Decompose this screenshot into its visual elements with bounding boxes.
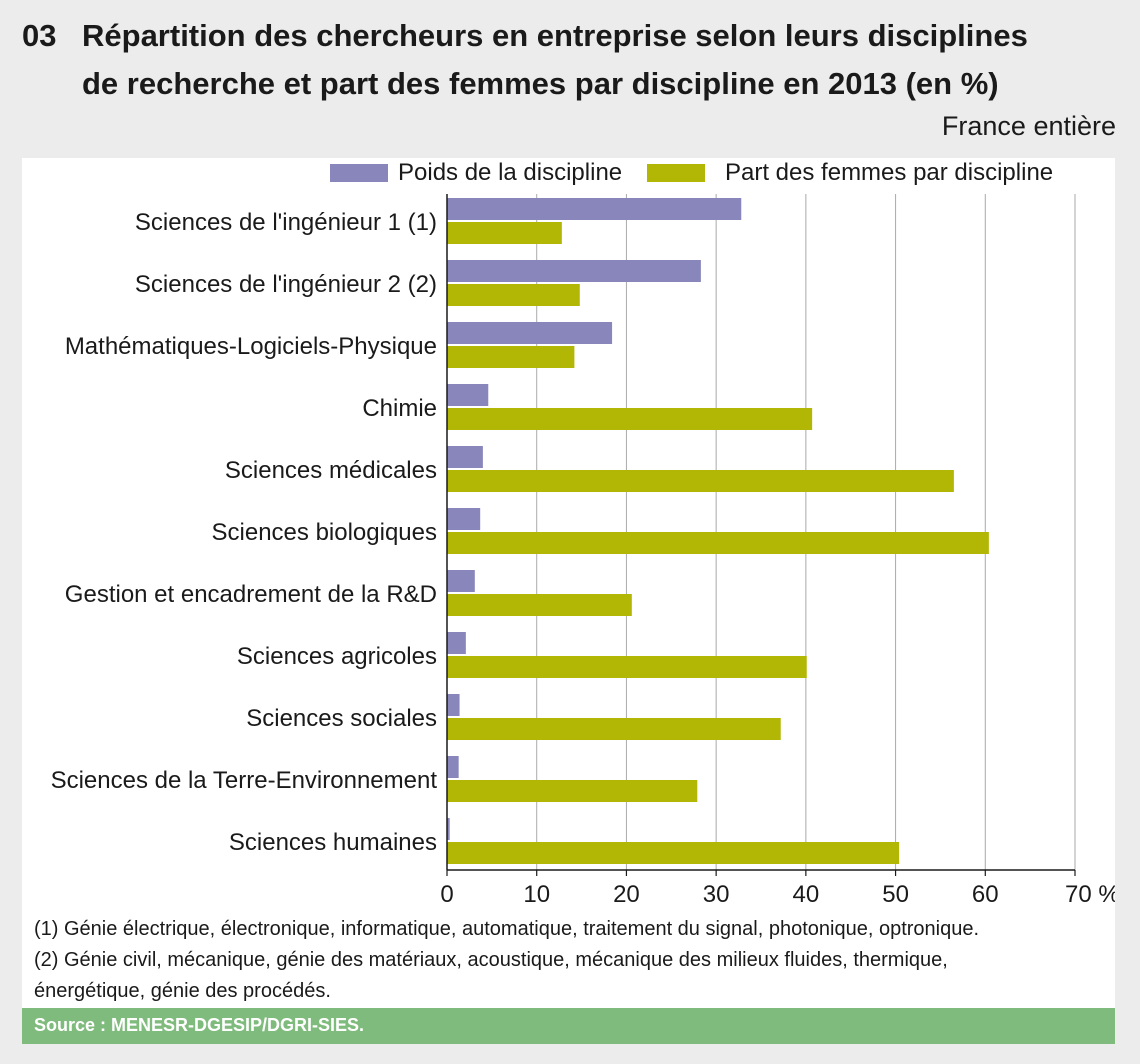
- source-bar: Source : MENESR-DGESIP/DGRI-SIES.: [22, 1008, 1115, 1044]
- footnote-2-line-2: énergétique, génie des procédés.: [34, 980, 331, 1002]
- bar-chart: Sciences de l'ingénieur 1 (1) Sciences de…: [51, 159, 1115, 908]
- bar-poids: [447, 384, 489, 406]
- bar-poids: [447, 508, 481, 530]
- bar-poids: [447, 322, 613, 344]
- bar-part-femmes: [447, 408, 813, 430]
- bar-part-femmes: [447, 532, 989, 554]
- bar-poids: [447, 694, 460, 716]
- x-tick-label: 60: [972, 881, 999, 908]
- bar-poids: [447, 570, 475, 592]
- legend-label: Part des femmes par discipline: [725, 159, 1053, 186]
- bar-part-femmes: [447, 842, 900, 864]
- footnote-2-line-1: (2) Génie civil, mécanique, génie des ma…: [34, 949, 948, 971]
- category-label: Mathématiques-Logiciels-Physique: [65, 333, 437, 360]
- bar-poids: [447, 632, 466, 654]
- chart-panel: Sciences de l'ingénieur 1 (1) Sciences de…: [22, 158, 1115, 1008]
- x-tick-label: 40: [793, 881, 820, 908]
- bar-poids: [447, 198, 742, 220]
- category-label: Sciences humaines: [229, 829, 437, 856]
- category-label: Sciences de l'ingénieur 1 (1): [135, 209, 437, 236]
- x-tick-label: 70 %: [1065, 881, 1115, 908]
- source-text: Source : MENESR-DGESIP/DGRI-SIES.: [34, 1015, 365, 1035]
- bar-part-femmes: [447, 222, 562, 244]
- bar-part-femmes: [447, 470, 954, 492]
- category-label: Sciences sociales: [246, 705, 437, 732]
- x-tick-label: 20: [613, 881, 640, 908]
- bar-poids: [447, 260, 701, 282]
- bar-part-femmes: [447, 718, 781, 740]
- bar-poids: [447, 818, 450, 840]
- legend-label: Poids de la discipline: [398, 159, 622, 186]
- bar-part-femmes: [447, 594, 632, 616]
- figure-number: 03: [22, 18, 57, 53]
- bar-part-femmes: [447, 780, 698, 802]
- category-label: Chimie: [362, 395, 437, 422]
- category-label: Gestion et encadrement de la R&D: [65, 581, 437, 608]
- chart-subtitle: France entière: [941, 111, 1116, 141]
- chart-title-line-2: de recherche et part des femmes par disc…: [82, 66, 999, 101]
- footnote-1: (1) Génie électrique, électronique, info…: [34, 918, 980, 940]
- category-label: Sciences agricoles: [237, 643, 437, 670]
- category-label: Sciences biologiques: [212, 519, 437, 546]
- category-label: Sciences médicales: [225, 457, 437, 484]
- bar-poids: [447, 756, 459, 778]
- footnotes: (1) Génie électrique, électronique, info…: [34, 914, 979, 1007]
- category-label: Sciences de la Terre-Environnement: [51, 767, 438, 794]
- chart-title-line-1: Répartition des chercheurs en entreprise…: [82, 18, 1028, 53]
- x-tick-label: 10: [523, 881, 550, 908]
- bar-poids: [447, 446, 483, 468]
- bar-part-femmes: [447, 346, 575, 368]
- category-label: Sciences de l'ingénieur 2 (2): [135, 271, 437, 298]
- bar-part-femmes: [447, 656, 807, 678]
- x-tick-label: 0: [440, 881, 453, 908]
- x-tick-label: 30: [703, 881, 730, 908]
- bar-part-femmes: [447, 284, 580, 306]
- legend-swatch: [647, 164, 705, 182]
- legend-swatch: [330, 164, 388, 182]
- x-tick-label: 50: [882, 881, 909, 908]
